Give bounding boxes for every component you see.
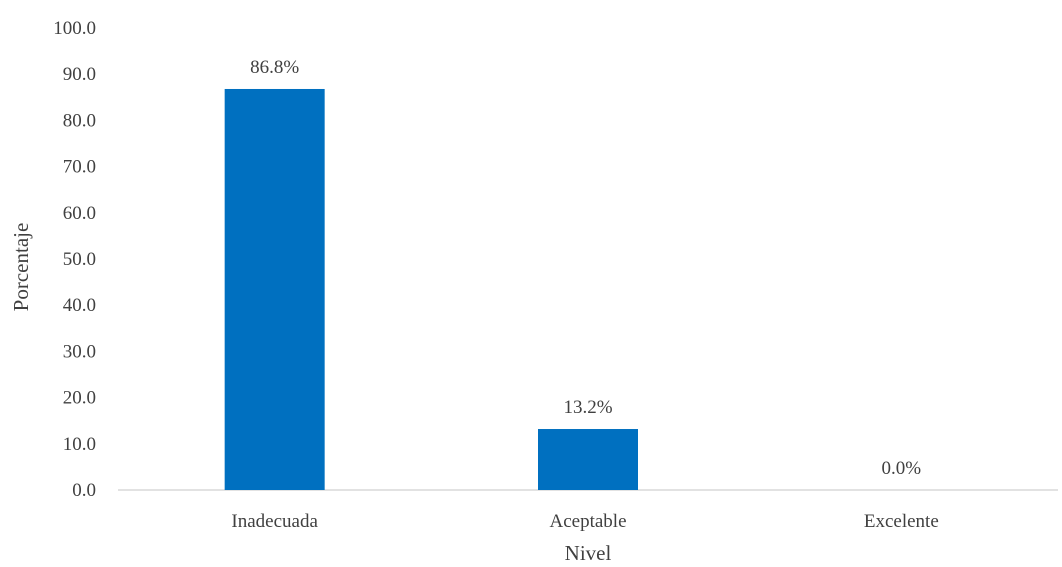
y-tick-label: 70.0 — [63, 157, 96, 178]
y-axis-ticks: 0.0 10.0 20.0 30.0 40.0 50.0 60.0 70.0 80.0 90.0 1… — [53, 18, 96, 501]
bar-data-label: 0.0% — [882, 458, 922, 479]
y-tick-label: 50.0 — [63, 249, 96, 270]
y-tick-label: 10.0 — [63, 434, 96, 455]
y-tick-label: 60.0 — [63, 203, 96, 224]
x-tick-label: Inadecuada — [231, 511, 318, 532]
y-tick-label: 20.0 — [63, 388, 96, 409]
bar-data-label: 13.2% — [563, 397, 612, 418]
x-tick-label: Aceptable — [549, 511, 626, 532]
y-axis-title: Porcentaje — [9, 223, 33, 312]
y-tick-label: 80.0 — [63, 110, 96, 131]
y-tick-label: 90.0 — [63, 64, 96, 85]
bar-data-label: 86.8% — [250, 57, 299, 78]
y-tick-label: 100.0 — [53, 18, 96, 39]
y-tick-label: 0.0 — [72, 480, 96, 501]
y-tick-label: 40.0 — [63, 295, 96, 316]
x-tick-label: Excelente — [864, 511, 939, 532]
bar — [224, 88, 325, 490]
y-tick-label: 30.0 — [63, 341, 96, 362]
x-axis-title: Nivel — [565, 541, 612, 565]
data-labels: 86.8% 13.2% 0.0% — [250, 57, 921, 479]
bar — [538, 429, 638, 490]
x-axis-ticks: Inadecuada Aceptable Excelente — [231, 511, 938, 532]
bars — [224, 88, 638, 490]
